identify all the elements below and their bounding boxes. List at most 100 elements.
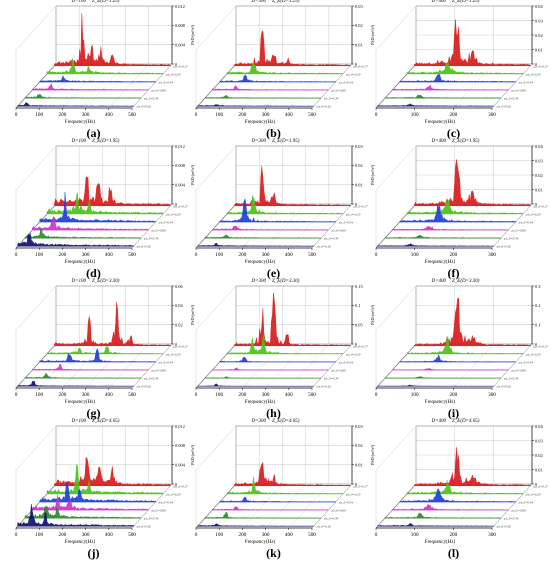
x-tick-label: 400 [285,112,293,118]
series-label: z/z_0=0.29 [165,352,181,356]
series-trace [39,75,156,83]
z-tick-label: 0.03 [355,424,363,429]
panel-label: (j) [87,546,100,560]
series-label: z/z_0=0.44 [338,80,354,84]
z-tick-label: 0 [355,62,358,67]
back-wall [415,285,533,345]
series-label: z/z_0=0.60 [510,89,526,93]
series-trace [226,61,344,75]
chart-d: z/z_0=0.17 z/z_0=0.29 z/z_0=0.44 z/z_0=0.60… [15,139,195,265]
grid-line [453,343,494,389]
series-trace [399,353,516,363]
depth-axis-right [131,203,173,249]
x-tick-label: 200 [59,252,67,258]
depth-axis-right [491,483,533,529]
series-label: z/z_0=0.76 [143,377,159,381]
z-tick-label: 0 [535,62,538,67]
series-trace [24,227,142,239]
series-label: z/z_0=0.76 [143,517,159,521]
z-tick-label: 0.02 [535,453,543,458]
grid-line [453,63,494,109]
x-tick-label: 0 [375,392,378,398]
x-axis-label: Frequency(Hz) [245,540,276,545]
series-trace [197,383,314,387]
x-tick-label: 200 [239,112,247,118]
top-edge [195,145,237,191]
x-tick-label: 200 [239,532,247,538]
grid-line [288,343,329,389]
z-tick-label: 0.01 [355,462,363,467]
grid-line [85,63,126,109]
x-axis-label: Frequency(Hz) [425,120,456,125]
grid-line [108,63,149,109]
x-tick-label: 300 [262,392,270,398]
x-tick-label: 200 [239,392,247,398]
x-tick-label: 100 [411,112,419,118]
series-label: z/z_0=0.29 [525,492,541,496]
x-tick-label: 0 [375,112,378,118]
grid-line [85,203,126,249]
series-trace [234,30,351,66]
x-tick-label: 300 [262,252,270,258]
series-label: z/z_0=0.17 [352,64,368,68]
series-label: z/z_0=0.60 [330,509,346,513]
grid-line [242,343,283,389]
x-tick-label: 200 [239,252,247,258]
depth-axis [195,343,237,389]
header-d: D=300 [251,139,267,144]
header-d: D=400 [431,279,447,284]
x-tick-label: 300 [488,252,496,258]
header-d: D=100 [71,419,87,424]
z-axis-label: PSD (m²/s³) [370,444,375,465]
z-tick-label: 0 [355,202,358,207]
series-trace [384,94,502,99]
series-label: z/z_0=0.92 [136,105,152,109]
panel-f: z/z_0=0.17 z/z_0=0.29 z/z_0=0.44 z/z_0=0.60… [366,139,548,280]
header-d: D=400 [431,0,447,4]
depth-axis [195,63,237,109]
x-tick-label: 300 [262,112,270,118]
series-label: z/z_0=0.17 [172,204,188,208]
grid-line [62,203,103,249]
series-label: z/z_0=0.44 [518,80,534,84]
grid-line [242,483,283,529]
series-label: z/z_0=0.17 [352,204,368,208]
x-axis-label: Frequency(Hz) [425,260,456,265]
grid-lines [15,285,173,389]
x-tick-label: 0 [15,532,18,538]
depth-axis-right [131,343,173,389]
series-label: z/z_0=0.92 [496,105,512,109]
back-wall [235,5,353,65]
z-axis-label: PSD (m²/s³) [190,304,195,325]
z-tick-label: 0 [175,62,178,67]
grid-line [108,343,149,389]
series-trace [377,243,494,247]
z-tick-label: 0.04 [535,424,543,429]
series-label: z/z_0=0.17 [532,64,548,68]
z-tick-label: 0.03 [535,158,543,163]
back-wall [235,285,353,345]
z-tick-label: 0.3 [535,284,541,289]
panel-i: z/z_0=0.17 z/z_0=0.29 z/z_0=0.44 z/z_0=0.60… [366,279,548,420]
depth-axis-right [311,203,353,249]
x-tick-label: 100 [411,252,419,258]
series-trace [32,364,149,371]
top-edge [375,425,417,471]
series-label: z/z_0=0.29 [345,72,361,76]
x-tick-label: 500 [308,252,316,258]
series-trace [384,234,502,239]
grid-line [242,63,283,109]
series-label: z/z_0=0.17 [532,344,548,348]
x-tick-label: 300 [82,392,90,398]
z-tick-label: 0 [535,342,538,347]
series-trace [197,242,314,247]
depth-axis-right [311,483,353,529]
top-edge [15,425,57,471]
series-label: z/z_0=0.76 [323,377,339,381]
series-label: z/z_0=0.17 [352,484,368,488]
back-wall [55,425,173,485]
series-trace [17,380,134,387]
x-tick-label: 0 [195,392,198,398]
series-trace [204,94,322,99]
z-tick-label: 0 [175,482,178,487]
